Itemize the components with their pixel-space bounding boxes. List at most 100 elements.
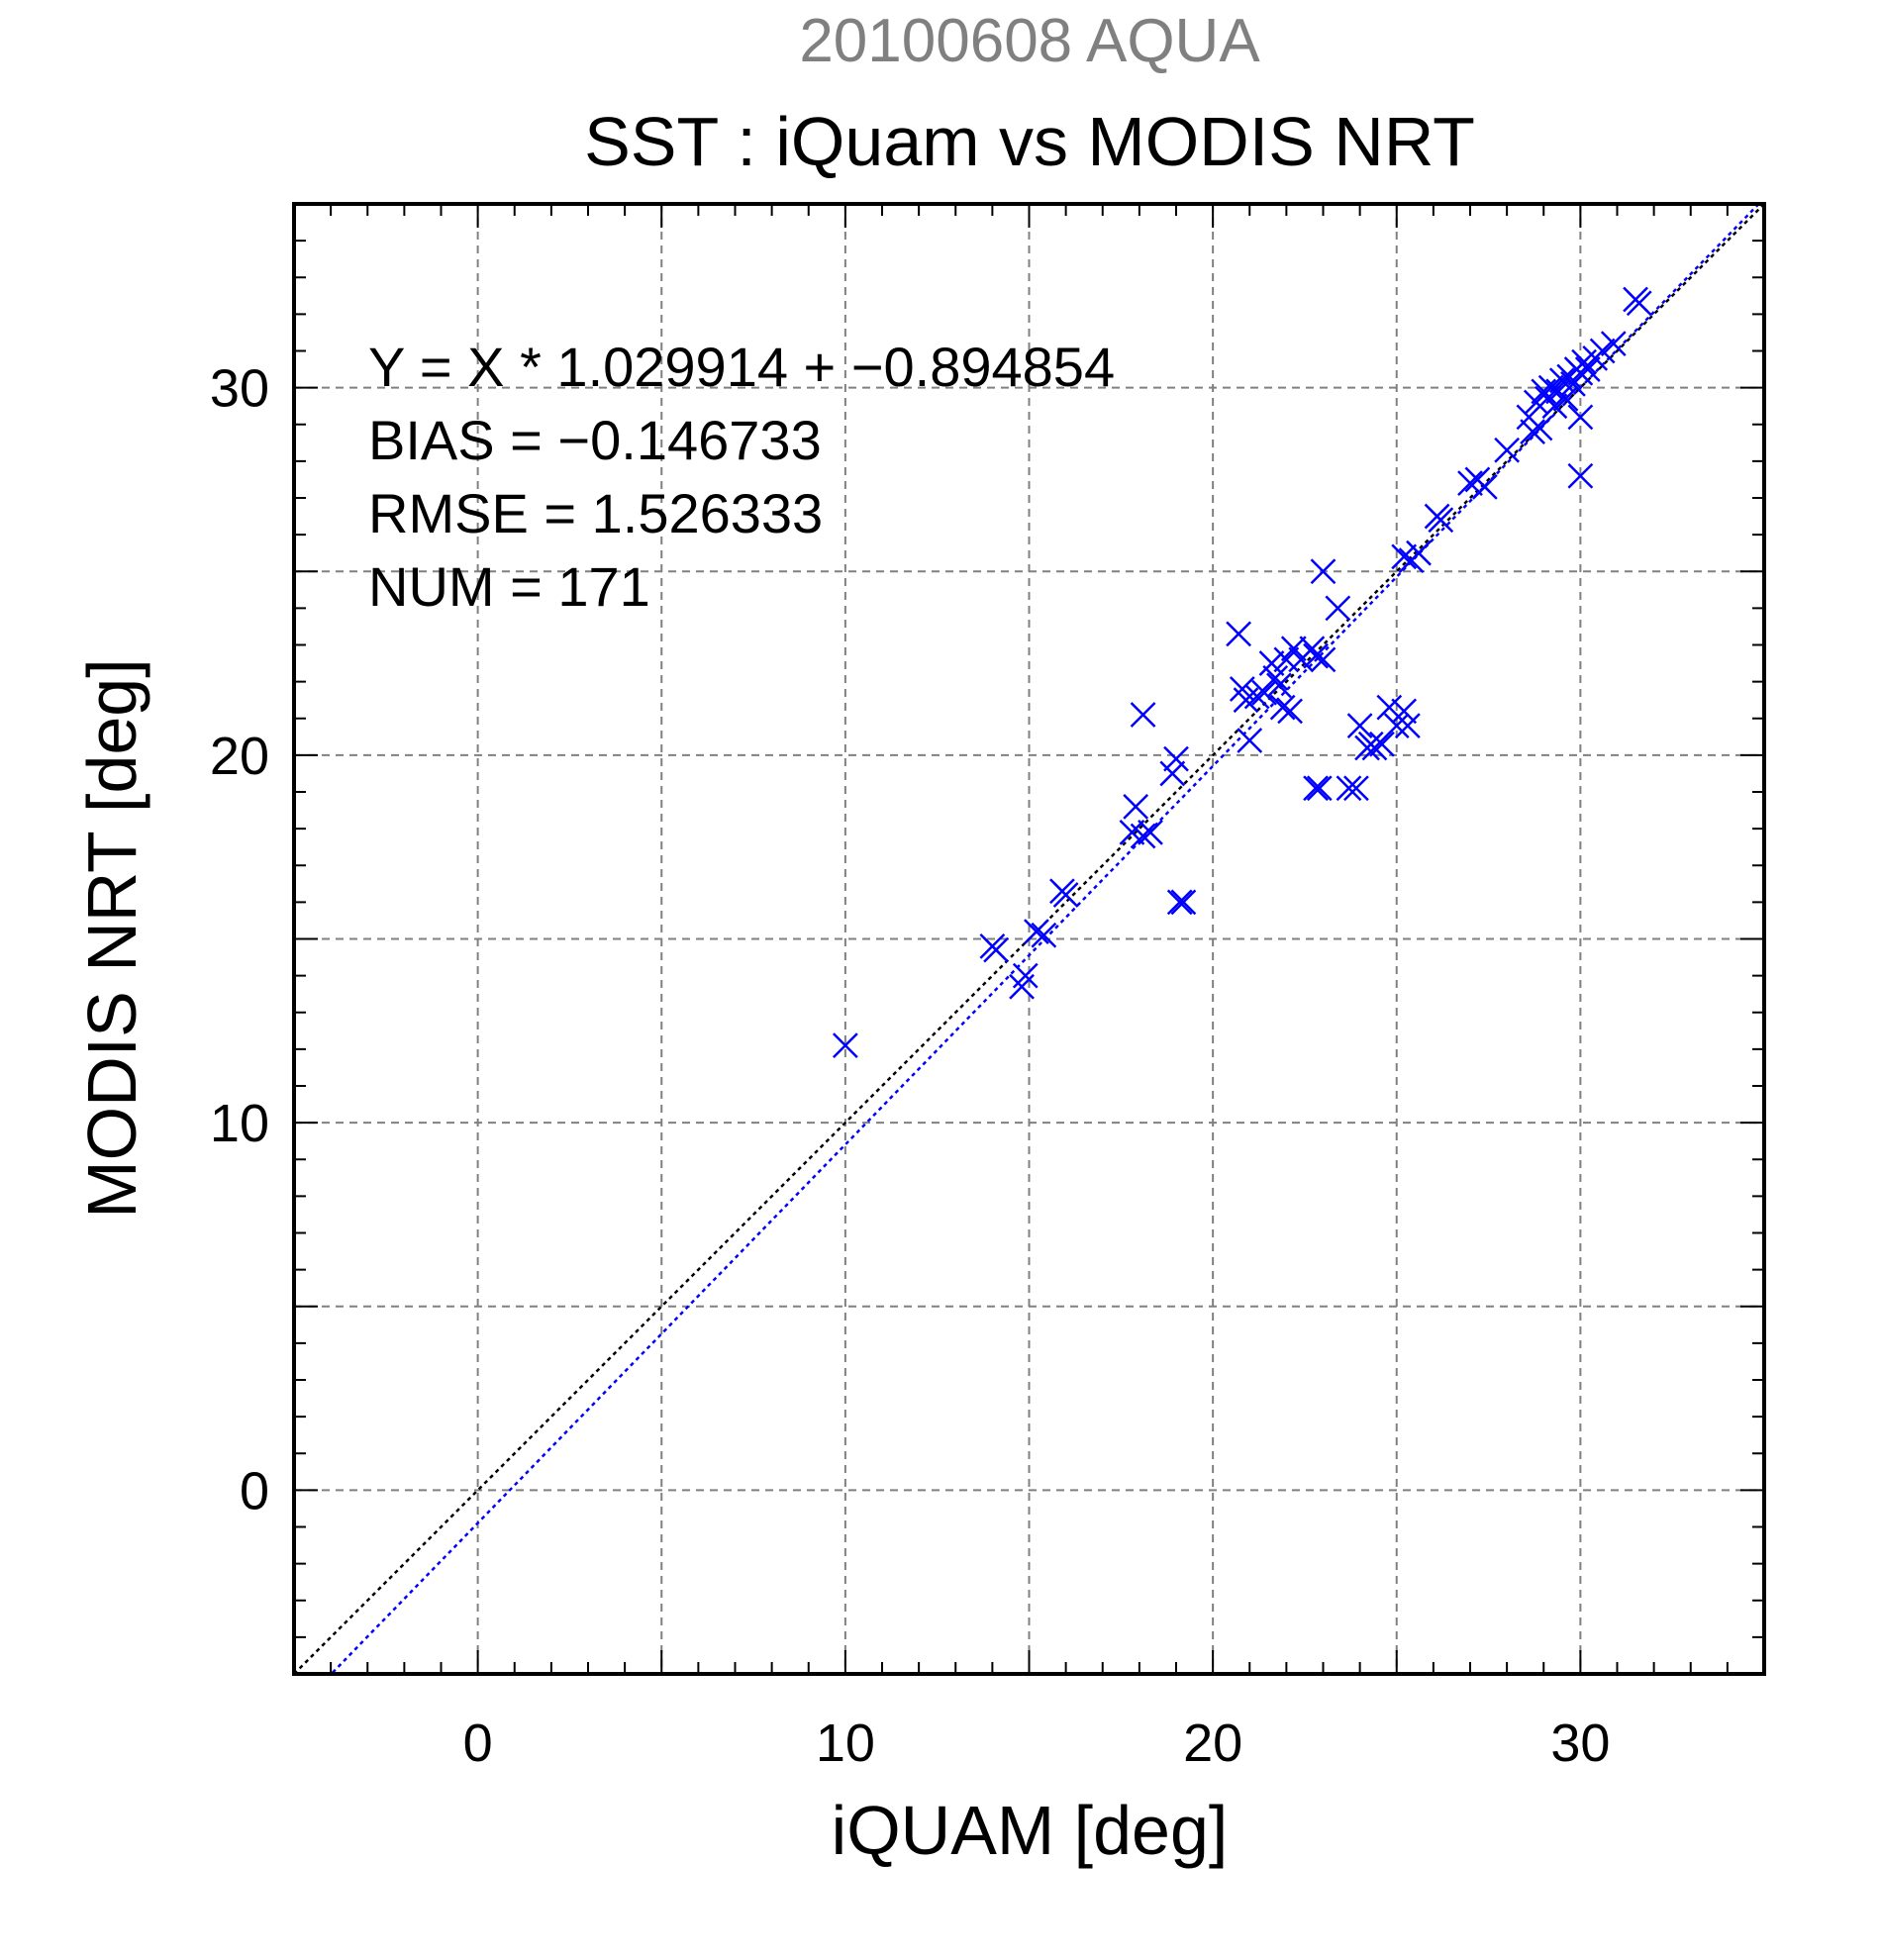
data-point-stroke — [1383, 713, 1410, 739]
data-point-stroke — [1574, 356, 1601, 382]
data-point-stroke — [1258, 650, 1285, 676]
x-axis-label: iQUAM [deg] — [832, 1792, 1229, 1869]
data-point — [1012, 962, 1039, 989]
data-point — [1574, 356, 1601, 382]
data-point — [1306, 775, 1333, 802]
stats-annotation: Y = X * 1.029914 + −0.894854 BIAS = −0.1… — [368, 336, 1115, 618]
data-point — [1391, 698, 1418, 725]
data-point-stroke — [1266, 672, 1292, 699]
data-point — [1471, 473, 1498, 500]
data-point — [1567, 462, 1594, 489]
data-point-stroke — [1541, 393, 1568, 420]
data-point — [1251, 679, 1277, 706]
data-point — [1052, 882, 1079, 908]
data-point — [1361, 735, 1388, 761]
data-point-stroke — [1012, 962, 1039, 989]
data-point-stroke — [1262, 665, 1289, 691]
data-point — [832, 1032, 858, 1059]
x-tick-label: 20 — [1183, 1714, 1242, 1773]
data-point-stroke — [1376, 694, 1403, 721]
chart-title: 20100608 AQUA — [799, 7, 1260, 75]
x-tick-label: 30 — [1550, 1714, 1610, 1773]
data-point-stroke — [1251, 679, 1277, 706]
data-point-stroke — [1303, 775, 1329, 802]
data-points — [832, 286, 1652, 1059]
data-point — [1541, 393, 1568, 420]
data-point-stroke — [1119, 819, 1145, 845]
data-point-stroke — [1567, 462, 1594, 489]
data-point — [1226, 621, 1251, 647]
data-point — [1406, 539, 1432, 566]
data-point-stroke — [1457, 470, 1483, 497]
data-point — [1567, 404, 1594, 431]
data-point — [1310, 558, 1336, 585]
data-point-stroke — [1391, 543, 1418, 570]
data-point — [1343, 775, 1369, 802]
data-point — [1395, 713, 1421, 739]
data-point-stroke — [1369, 731, 1395, 757]
data-point — [1310, 646, 1336, 673]
data-point-stroke — [1052, 882, 1079, 908]
chart-subtitle: SST : iQuam vs MODIS NRT — [584, 103, 1475, 180]
data-point-stroke — [1031, 922, 1057, 948]
data-point — [1336, 775, 1362, 802]
data-point-stroke — [1277, 698, 1303, 725]
y-tick-label: 10 — [210, 1094, 269, 1153]
data-point — [1163, 745, 1189, 772]
data-point — [1130, 702, 1156, 728]
data-point — [983, 936, 1009, 963]
data-point-stroke — [1428, 507, 1454, 534]
data-point — [1237, 728, 1263, 753]
data-point-stroke — [1494, 437, 1521, 463]
data-point — [1277, 698, 1303, 725]
data-point-stroke — [1166, 889, 1193, 916]
data-point-stroke — [1303, 642, 1329, 669]
data-point — [1527, 415, 1553, 441]
data-point-stroke — [1130, 702, 1156, 728]
y-tick-label: 20 — [210, 727, 269, 786]
data-point-stroke — [1269, 694, 1296, 721]
data-point-stroke — [1343, 775, 1369, 802]
data-point — [1266, 672, 1292, 699]
data-point — [1383, 713, 1410, 739]
data-point — [1031, 922, 1057, 948]
data-point — [1457, 470, 1483, 497]
data-point-stroke — [832, 1032, 858, 1059]
data-point — [1391, 543, 1418, 570]
data-point — [1600, 331, 1627, 356]
data-point — [1303, 775, 1329, 802]
y-axis-label: MODIS NRT [deg] — [73, 658, 150, 1218]
data-point-stroke — [1310, 558, 1336, 585]
data-point-stroke — [1170, 889, 1197, 916]
data-point-stroke — [1336, 775, 1362, 802]
data-point — [1159, 760, 1186, 787]
regression-line — [329, 204, 1761, 1674]
data-point — [1303, 642, 1329, 669]
data-point — [1280, 636, 1307, 662]
data-point — [1138, 819, 1163, 845]
data-point-stroke — [1589, 338, 1616, 364]
data-point — [1269, 694, 1296, 721]
data-point — [1024, 919, 1049, 944]
data-point — [1130, 823, 1156, 849]
data-point-stroke — [983, 936, 1009, 963]
data-point-stroke — [1310, 646, 1336, 673]
y-tick-labels: 0 10 20 30 — [210, 359, 269, 1521]
data-point-stroke — [1600, 331, 1627, 356]
data-point-stroke — [1159, 760, 1186, 787]
data-point — [1494, 437, 1521, 463]
data-point — [1369, 731, 1395, 757]
bias-value: BIAS = −0.146733 — [368, 409, 822, 471]
data-point-stroke — [1527, 415, 1553, 441]
data-point-stroke — [1024, 919, 1049, 944]
x-tick-label: 10 — [816, 1714, 875, 1773]
data-point-stroke — [1520, 419, 1545, 445]
x-tick-labels: 0 10 20 30 — [463, 1714, 1611, 1773]
data-point-stroke — [1395, 713, 1421, 739]
plot-frame — [292, 202, 1766, 1676]
data-point — [1552, 385, 1579, 412]
data-point-stroke — [1163, 745, 1189, 772]
data-point — [1123, 793, 1149, 820]
y-tick-label: 30 — [210, 359, 269, 419]
